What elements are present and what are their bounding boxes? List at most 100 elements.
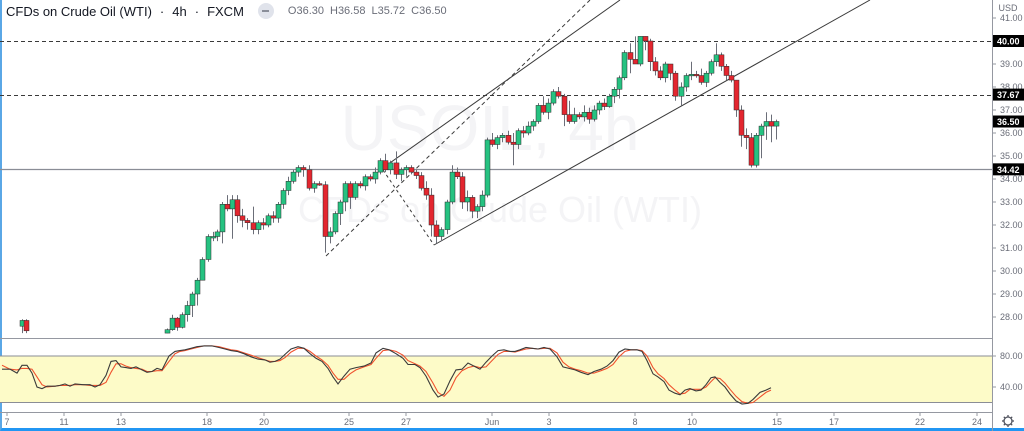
candle [377, 158, 384, 175]
channel-line[interactable] [433, 0, 871, 246]
price-axis[interactable]: 41.00 40.00 39.00 38.00 37.00 36.00 35.00 34.00… [992, 13, 1024, 392]
parallel-channel-drawing[interactable] [325, 0, 871, 257]
time-tick: 17 [829, 417, 839, 427]
candle [174, 317, 181, 331]
candle [285, 176, 292, 196]
candle [275, 202, 282, 223]
candle [357, 181, 364, 189]
candle [627, 43, 634, 74]
candle [718, 52, 725, 71]
price-tag: 34.42 [993, 163, 1024, 176]
candle [337, 199, 344, 225]
candle [449, 165, 456, 205]
candle [535, 103, 542, 124]
legend-separator: · [159, 3, 165, 19]
osc-tick: 80.00 [1000, 351, 1023, 361]
time-axis[interactable]: 7 11 13 18 20 25 27 Jun 3 8 10 15 17 22 24 [4, 412, 982, 427]
candle [300, 165, 307, 177]
candle [387, 160, 394, 175]
candle [205, 234, 212, 262]
price-tag: 40.00 [993, 35, 1024, 47]
candle [169, 314, 176, 331]
price-tick: 38.00 [1000, 82, 1023, 92]
candle [327, 227, 334, 244]
candle [199, 257, 206, 281]
candle [713, 43, 720, 67]
candle [642, 36, 649, 51]
candle [474, 204, 481, 219]
candle [295, 165, 302, 177]
candle [428, 188, 435, 237]
currency-label: USD [998, 3, 1018, 13]
candle [667, 63, 674, 81]
candle [748, 133, 755, 168]
hide-legend-button[interactable] [257, 3, 274, 19]
candle [698, 68, 705, 85]
price-tag: 36.50 [993, 115, 1024, 128]
interval-label[interactable]: 4h [172, 3, 187, 19]
candle [403, 165, 410, 177]
price-tick: 30.00 [1000, 266, 1023, 276]
candle [23, 319, 30, 334]
candle [591, 105, 598, 122]
gear-icon[interactable] [1002, 415, 1014, 427]
low-value: L35.72 [371, 5, 406, 17]
horizontal-levels [0, 41, 992, 171]
candle [265, 213, 272, 228]
price-tick: 37.00 [1000, 105, 1023, 115]
candle [280, 188, 287, 209]
overbought-oversold-band [0, 356, 992, 403]
candle [545, 98, 552, 120]
candle [606, 93, 613, 108]
candle [683, 73, 690, 92]
candle [494, 135, 501, 150]
candle [239, 208, 246, 228]
candle [621, 50, 628, 81]
candle [773, 119, 780, 140]
candle [611, 87, 618, 104]
stoch-k-line [2, 345, 772, 405]
price-tick: 39.00 [1000, 59, 1023, 69]
high-value: H36.58 [330, 5, 366, 17]
candle [408, 165, 415, 175]
price-tick: 35.00 [1000, 151, 1023, 161]
candle [555, 87, 562, 99]
candle [616, 75, 623, 99]
candle [210, 231, 217, 242]
ohlc-values: O36.30 H36.58 L35.72 C36.50 [288, 5, 447, 17]
candle [322, 181, 329, 253]
stochastic-pane [0, 345, 992, 405]
candle [525, 121, 532, 136]
legend-separator: · [194, 3, 200, 19]
candle [758, 123, 765, 159]
candle [423, 181, 430, 200]
price-tick: 31.00 [1000, 243, 1023, 253]
candle [306, 165, 313, 191]
time-tick: 24 [972, 417, 982, 427]
candle [352, 181, 359, 200]
candle [398, 167, 405, 182]
candle [703, 70, 710, 87]
candle [260, 218, 267, 230]
candle [393, 151, 400, 179]
svg-text:40.00: 40.00 [997, 37, 1020, 47]
candle [550, 89, 557, 106]
candle [362, 174, 369, 191]
price-tick: 29.00 [1000, 289, 1023, 299]
candle [367, 174, 374, 182]
candle [418, 172, 425, 191]
candle [444, 199, 451, 235]
price-tick: 36.00 [1000, 128, 1023, 138]
candle [637, 36, 644, 67]
price-tick: 32.00 [1000, 220, 1023, 230]
candle [662, 61, 669, 83]
symbol-title[interactable]: CFDs on Crude Oil (WTI) [6, 3, 152, 19]
time-tick: 8 [632, 417, 637, 427]
candle [459, 172, 466, 209]
candle [672, 70, 679, 101]
channel-line[interactable] [325, 0, 591, 257]
candle [693, 70, 700, 78]
channel-line[interactable] [379, 0, 621, 171]
